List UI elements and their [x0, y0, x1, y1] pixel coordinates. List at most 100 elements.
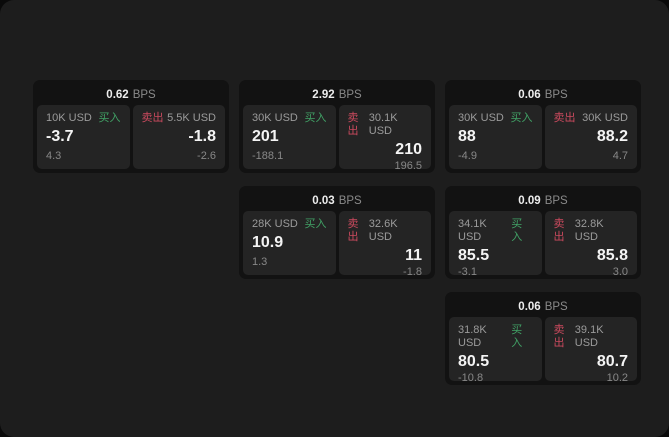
- buy-amount: 31.8K USD: [458, 324, 487, 349]
- buy-side-label: 买入: [510, 112, 533, 124]
- sell-sub-value: -1.8: [403, 266, 422, 278]
- sell-price: -1.8: [188, 128, 216, 145]
- bps-suffix-label: BPS: [132, 88, 156, 101]
- bps-value: 0.09: [518, 194, 541, 207]
- card-header: 0.06 BPS: [449, 296, 637, 317]
- bps-value: 0.03: [312, 194, 335, 207]
- sell-panel-top: 卖出 30K USD: [554, 112, 629, 125]
- sell-price: 80.7: [596, 353, 628, 370]
- buy-price: 10.9: [252, 234, 284, 251]
- sell-panel-top: 卖出 32.6K USD: [348, 218, 423, 244]
- sell-price: 85.8: [596, 247, 628, 264]
- bps-value: 0.62: [106, 88, 129, 101]
- sell-amount: 32.8K USD: [574, 218, 604, 243]
- buy-side-label: 买入: [304, 218, 327, 230]
- card-header: 0.62 BPS: [37, 84, 225, 105]
- panels-row: 31.8K USD 买入 80.5 -10.8 卖出 39.1K USD 80.…: [449, 317, 637, 384]
- buy-panel[interactable]: 30K USD 买入 88 -4.9: [449, 105, 542, 169]
- sell-panel-top: 卖出 39.1K USD: [554, 324, 629, 350]
- quote-card[interactable]: 0.06 BPS 31.8K USD 买入 80.5 -10.8 卖出 39.1…: [445, 292, 641, 385]
- buy-panel[interactable]: 31.8K USD 买入 80.5 -10.8: [449, 317, 542, 384]
- buy-sub-value: -4.9: [458, 150, 477, 162]
- sell-side-label: 卖出: [347, 218, 359, 243]
- sell-panel-top: 卖出 30.1K USD: [348, 112, 423, 138]
- sell-sub-value: 196.5: [394, 160, 422, 172]
- buy-sub-value: 1.3: [252, 256, 268, 268]
- sell-side-label: 卖出: [553, 324, 565, 349]
- buy-price: 80.5: [458, 353, 490, 370]
- buy-panel-top: 34.1K USD 买入: [458, 218, 533, 244]
- sell-sub-value: -2.6: [197, 150, 216, 162]
- buy-panel[interactable]: 30K USD 买入 201 -188.1: [243, 105, 336, 169]
- buy-amount: 28K USD: [252, 218, 298, 230]
- sell-side-label: 卖出: [553, 112, 576, 124]
- buy-panel-top: 28K USD 买入: [252, 218, 327, 231]
- sell-price: 11: [405, 247, 422, 264]
- sell-price: 88.2: [596, 128, 628, 145]
- bps-value: 0.06: [518, 300, 541, 313]
- sell-side-label: 卖出: [553, 218, 565, 243]
- cards-grid: 0.62 BPS 10K USD 买入 -3.7 4.3 卖出 5.5K USD…: [33, 80, 641, 385]
- sell-price: 210: [395, 141, 422, 158]
- quote-card[interactable]: 2.92 BPS 30K USD 买入 201 -188.1 卖出 30.1K …: [239, 80, 435, 173]
- buy-panel[interactable]: 10K USD 买入 -3.7 4.3: [37, 105, 130, 169]
- buy-panel-top: 10K USD 买入: [46, 112, 121, 125]
- sell-sub-value: 4.7: [612, 150, 628, 162]
- card-header: 2.92 BPS: [243, 84, 431, 105]
- sell-panel[interactable]: 卖出 32.6K USD 11 -1.8: [338, 211, 431, 278]
- buy-side-label: 买入: [98, 112, 121, 124]
- quote-card[interactable]: 0.09 BPS 34.1K USD 买入 85.5 -3.1 卖出 32.8K…: [445, 186, 641, 279]
- buy-side-label: 买入: [304, 112, 327, 124]
- panels-row: 10K USD 买入 -3.7 4.3 卖出 5.5K USD -1.8 -2.…: [37, 105, 225, 169]
- sell-amount: 39.1K USD: [574, 324, 604, 349]
- buy-price: 88: [458, 128, 476, 145]
- bps-suffix-label: BPS: [544, 194, 568, 207]
- buy-side-label: 买入: [511, 324, 523, 349]
- buy-amount: 30K USD: [458, 112, 504, 124]
- buy-sub-value: -188.1: [252, 150, 284, 162]
- card-header: 0.03 BPS: [243, 190, 431, 211]
- buy-sub-value: 4.3: [46, 150, 62, 162]
- sell-amount: 5.5K USD: [167, 112, 216, 124]
- sell-panel-top: 卖出 32.8K USD: [554, 218, 629, 244]
- quote-card[interactable]: 0.62 BPS 10K USD 买入 -3.7 4.3 卖出 5.5K USD…: [33, 80, 229, 173]
- bps-suffix-label: BPS: [338, 194, 362, 207]
- quote-card[interactable]: 0.03 BPS 28K USD 买入 10.9 1.3 卖出 32.6K US…: [239, 186, 435, 279]
- buy-price: 85.5: [458, 247, 490, 264]
- buy-panel-top: 30K USD 买入: [458, 112, 533, 125]
- buy-side-label: 买入: [511, 218, 523, 243]
- sell-amount: 32.6K USD: [368, 218, 398, 243]
- buy-panel[interactable]: 34.1K USD 买入 85.5 -3.1: [449, 211, 542, 278]
- sell-panel[interactable]: 卖出 30.1K USD 210 196.5: [338, 105, 431, 172]
- buy-sub-value: -10.8: [458, 372, 484, 384]
- card-header: 0.09 BPS: [449, 190, 637, 211]
- bps-suffix-label: BPS: [544, 88, 568, 101]
- buy-panel[interactable]: 28K USD 买入 10.9 1.3: [243, 211, 336, 275]
- sell-sub-value: 3.0: [612, 266, 628, 278]
- panels-row: 34.1K USD 买入 85.5 -3.1 卖出 32.8K USD 85.8…: [449, 211, 637, 278]
- buy-amount: 30K USD: [252, 112, 298, 124]
- sell-amount: 30.1K USD: [368, 112, 398, 137]
- sell-side-label: 卖出: [347, 112, 359, 137]
- panels-row: 28K USD 买入 10.9 1.3 卖出 32.6K USD 11 -1.8: [243, 211, 431, 278]
- bps-suffix-label: BPS: [544, 300, 568, 313]
- sell-sub-value: 10.2: [606, 372, 628, 384]
- card-header: 0.06 BPS: [449, 84, 637, 105]
- quote-card[interactable]: 0.06 BPS 30K USD 买入 88 -4.9 卖出 30K USD 8…: [445, 80, 641, 173]
- buy-panel-top: 30K USD 买入: [252, 112, 327, 125]
- bps-suffix-label: BPS: [338, 88, 362, 101]
- sell-panel[interactable]: 卖出 32.8K USD 85.8 3.0: [544, 211, 637, 278]
- sell-panel[interactable]: 卖出 5.5K USD -1.8 -2.6: [132, 105, 225, 169]
- sell-panel-top: 卖出 5.5K USD: [142, 112, 217, 125]
- buy-panel-top: 31.8K USD 买入: [458, 324, 533, 350]
- sell-amount: 30K USD: [582, 112, 628, 124]
- buy-price: 201: [252, 128, 279, 145]
- buy-price: -3.7: [46, 128, 74, 145]
- buy-sub-value: -3.1: [458, 266, 477, 278]
- bps-value: 2.92: [312, 88, 335, 101]
- sell-panel[interactable]: 卖出 30K USD 88.2 4.7: [544, 105, 637, 169]
- buy-amount: 34.1K USD: [458, 218, 487, 243]
- sell-panel[interactable]: 卖出 39.1K USD 80.7 10.2: [544, 317, 637, 384]
- panels-row: 30K USD 买入 88 -4.9 卖出 30K USD 88.2 4.7: [449, 105, 637, 169]
